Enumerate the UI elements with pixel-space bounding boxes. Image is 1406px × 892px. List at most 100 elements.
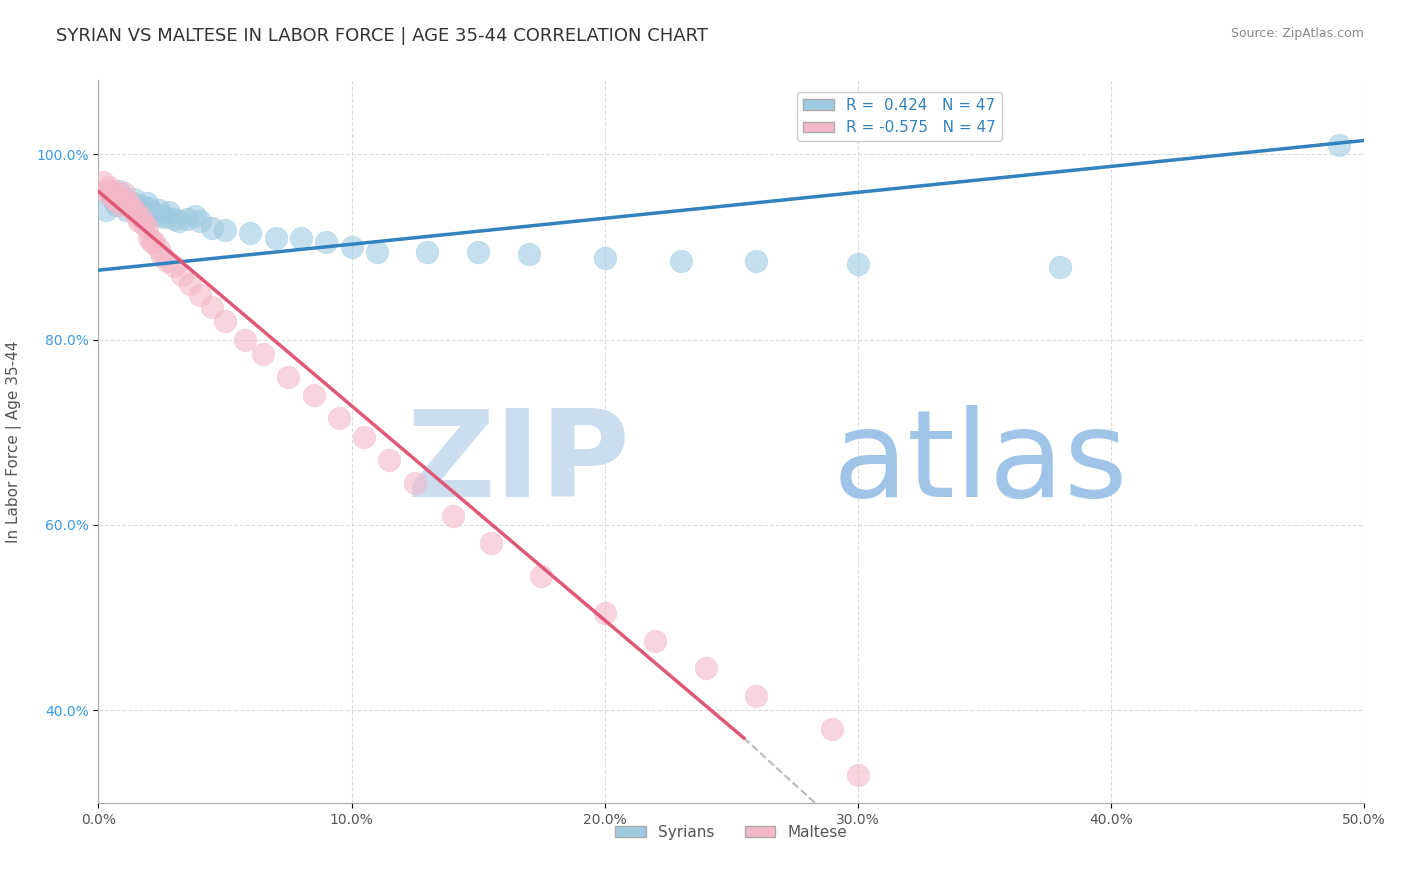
Point	[138, 201, 160, 215]
Point	[188, 214, 211, 228]
Point	[378, 453, 401, 467]
Point	[148, 242, 170, 256]
Y-axis label: In Labor Force | Age 35-44: In Labor Force | Age 35-44	[6, 341, 22, 542]
Point	[100, 189, 122, 203]
Point	[135, 196, 157, 211]
Point	[141, 235, 163, 250]
Point	[517, 247, 540, 261]
Point	[340, 240, 363, 254]
Point	[150, 249, 173, 263]
Point	[125, 198, 148, 212]
Point	[441, 508, 464, 523]
Point	[110, 189, 132, 203]
Point	[112, 194, 135, 208]
Point	[846, 257, 869, 271]
Point	[131, 204, 153, 219]
Legend: Syrians, Maltese: Syrians, Maltese	[609, 819, 853, 846]
Text: SYRIAN VS MALTESE IN LABOR FORCE | AGE 35-44 CORRELATION CHART: SYRIAN VS MALTESE IN LABOR FORCE | AGE 3…	[56, 27, 709, 45]
Point	[125, 208, 148, 222]
Point	[179, 277, 201, 291]
Point	[138, 231, 160, 245]
Point	[156, 253, 179, 268]
Point	[103, 194, 125, 208]
Point	[107, 189, 129, 203]
Point	[163, 212, 186, 227]
Point	[122, 202, 145, 217]
Point	[128, 201, 150, 215]
Point	[93, 175, 115, 189]
Point	[112, 198, 135, 212]
Point	[128, 214, 150, 228]
Point	[353, 430, 375, 444]
Point	[176, 212, 198, 227]
Text: ZIP: ZIP	[406, 405, 630, 522]
Point	[846, 768, 869, 782]
Point	[644, 633, 666, 648]
Point	[315, 235, 337, 250]
Point	[366, 244, 388, 259]
Point	[132, 200, 155, 214]
Point	[94, 185, 117, 199]
Point	[404, 476, 426, 491]
Point	[118, 195, 141, 210]
Point	[107, 185, 129, 199]
Point	[669, 253, 692, 268]
Point	[153, 211, 176, 225]
Point	[252, 346, 274, 360]
Point	[593, 606, 616, 620]
Point	[122, 192, 145, 206]
Point	[103, 185, 125, 199]
Point	[143, 208, 166, 222]
Point	[201, 300, 224, 314]
Point	[163, 259, 186, 273]
Point	[239, 226, 262, 240]
Point	[302, 388, 325, 402]
Point	[94, 202, 117, 217]
Point	[530, 569, 553, 583]
Point	[264, 231, 287, 245]
Point	[120, 201, 142, 215]
Point	[141, 204, 163, 219]
Point	[745, 253, 768, 268]
Point	[120, 195, 142, 210]
Point	[105, 194, 128, 208]
Point	[745, 690, 768, 704]
Point	[1049, 260, 1071, 275]
Point	[148, 202, 170, 217]
Text: atlas: atlas	[832, 405, 1128, 522]
Point	[695, 661, 717, 675]
Point	[110, 198, 132, 212]
Point	[97, 185, 120, 199]
Point	[328, 411, 350, 425]
Point	[150, 208, 173, 222]
Point	[169, 214, 191, 228]
Point	[115, 202, 138, 217]
Point	[1327, 138, 1350, 153]
Point	[100, 189, 122, 203]
Point	[416, 244, 439, 259]
Point	[233, 333, 256, 347]
Point	[183, 210, 205, 224]
Point	[97, 179, 120, 194]
Point	[593, 251, 616, 265]
Text: Source: ZipAtlas.com: Source: ZipAtlas.com	[1230, 27, 1364, 40]
Point	[135, 221, 157, 235]
Point	[214, 223, 236, 237]
Point	[290, 231, 312, 245]
Point	[479, 536, 502, 550]
Point	[143, 235, 166, 250]
Point	[201, 221, 224, 235]
Point	[105, 198, 128, 212]
Point	[112, 186, 135, 201]
Point	[277, 369, 299, 384]
Point	[132, 217, 155, 231]
Point	[214, 314, 236, 328]
Point	[821, 722, 844, 736]
Point	[131, 211, 153, 225]
Point	[118, 194, 141, 208]
Point	[188, 288, 211, 302]
Point	[157, 204, 180, 219]
Point	[170, 268, 193, 282]
Point	[467, 244, 489, 259]
Point	[115, 194, 138, 208]
